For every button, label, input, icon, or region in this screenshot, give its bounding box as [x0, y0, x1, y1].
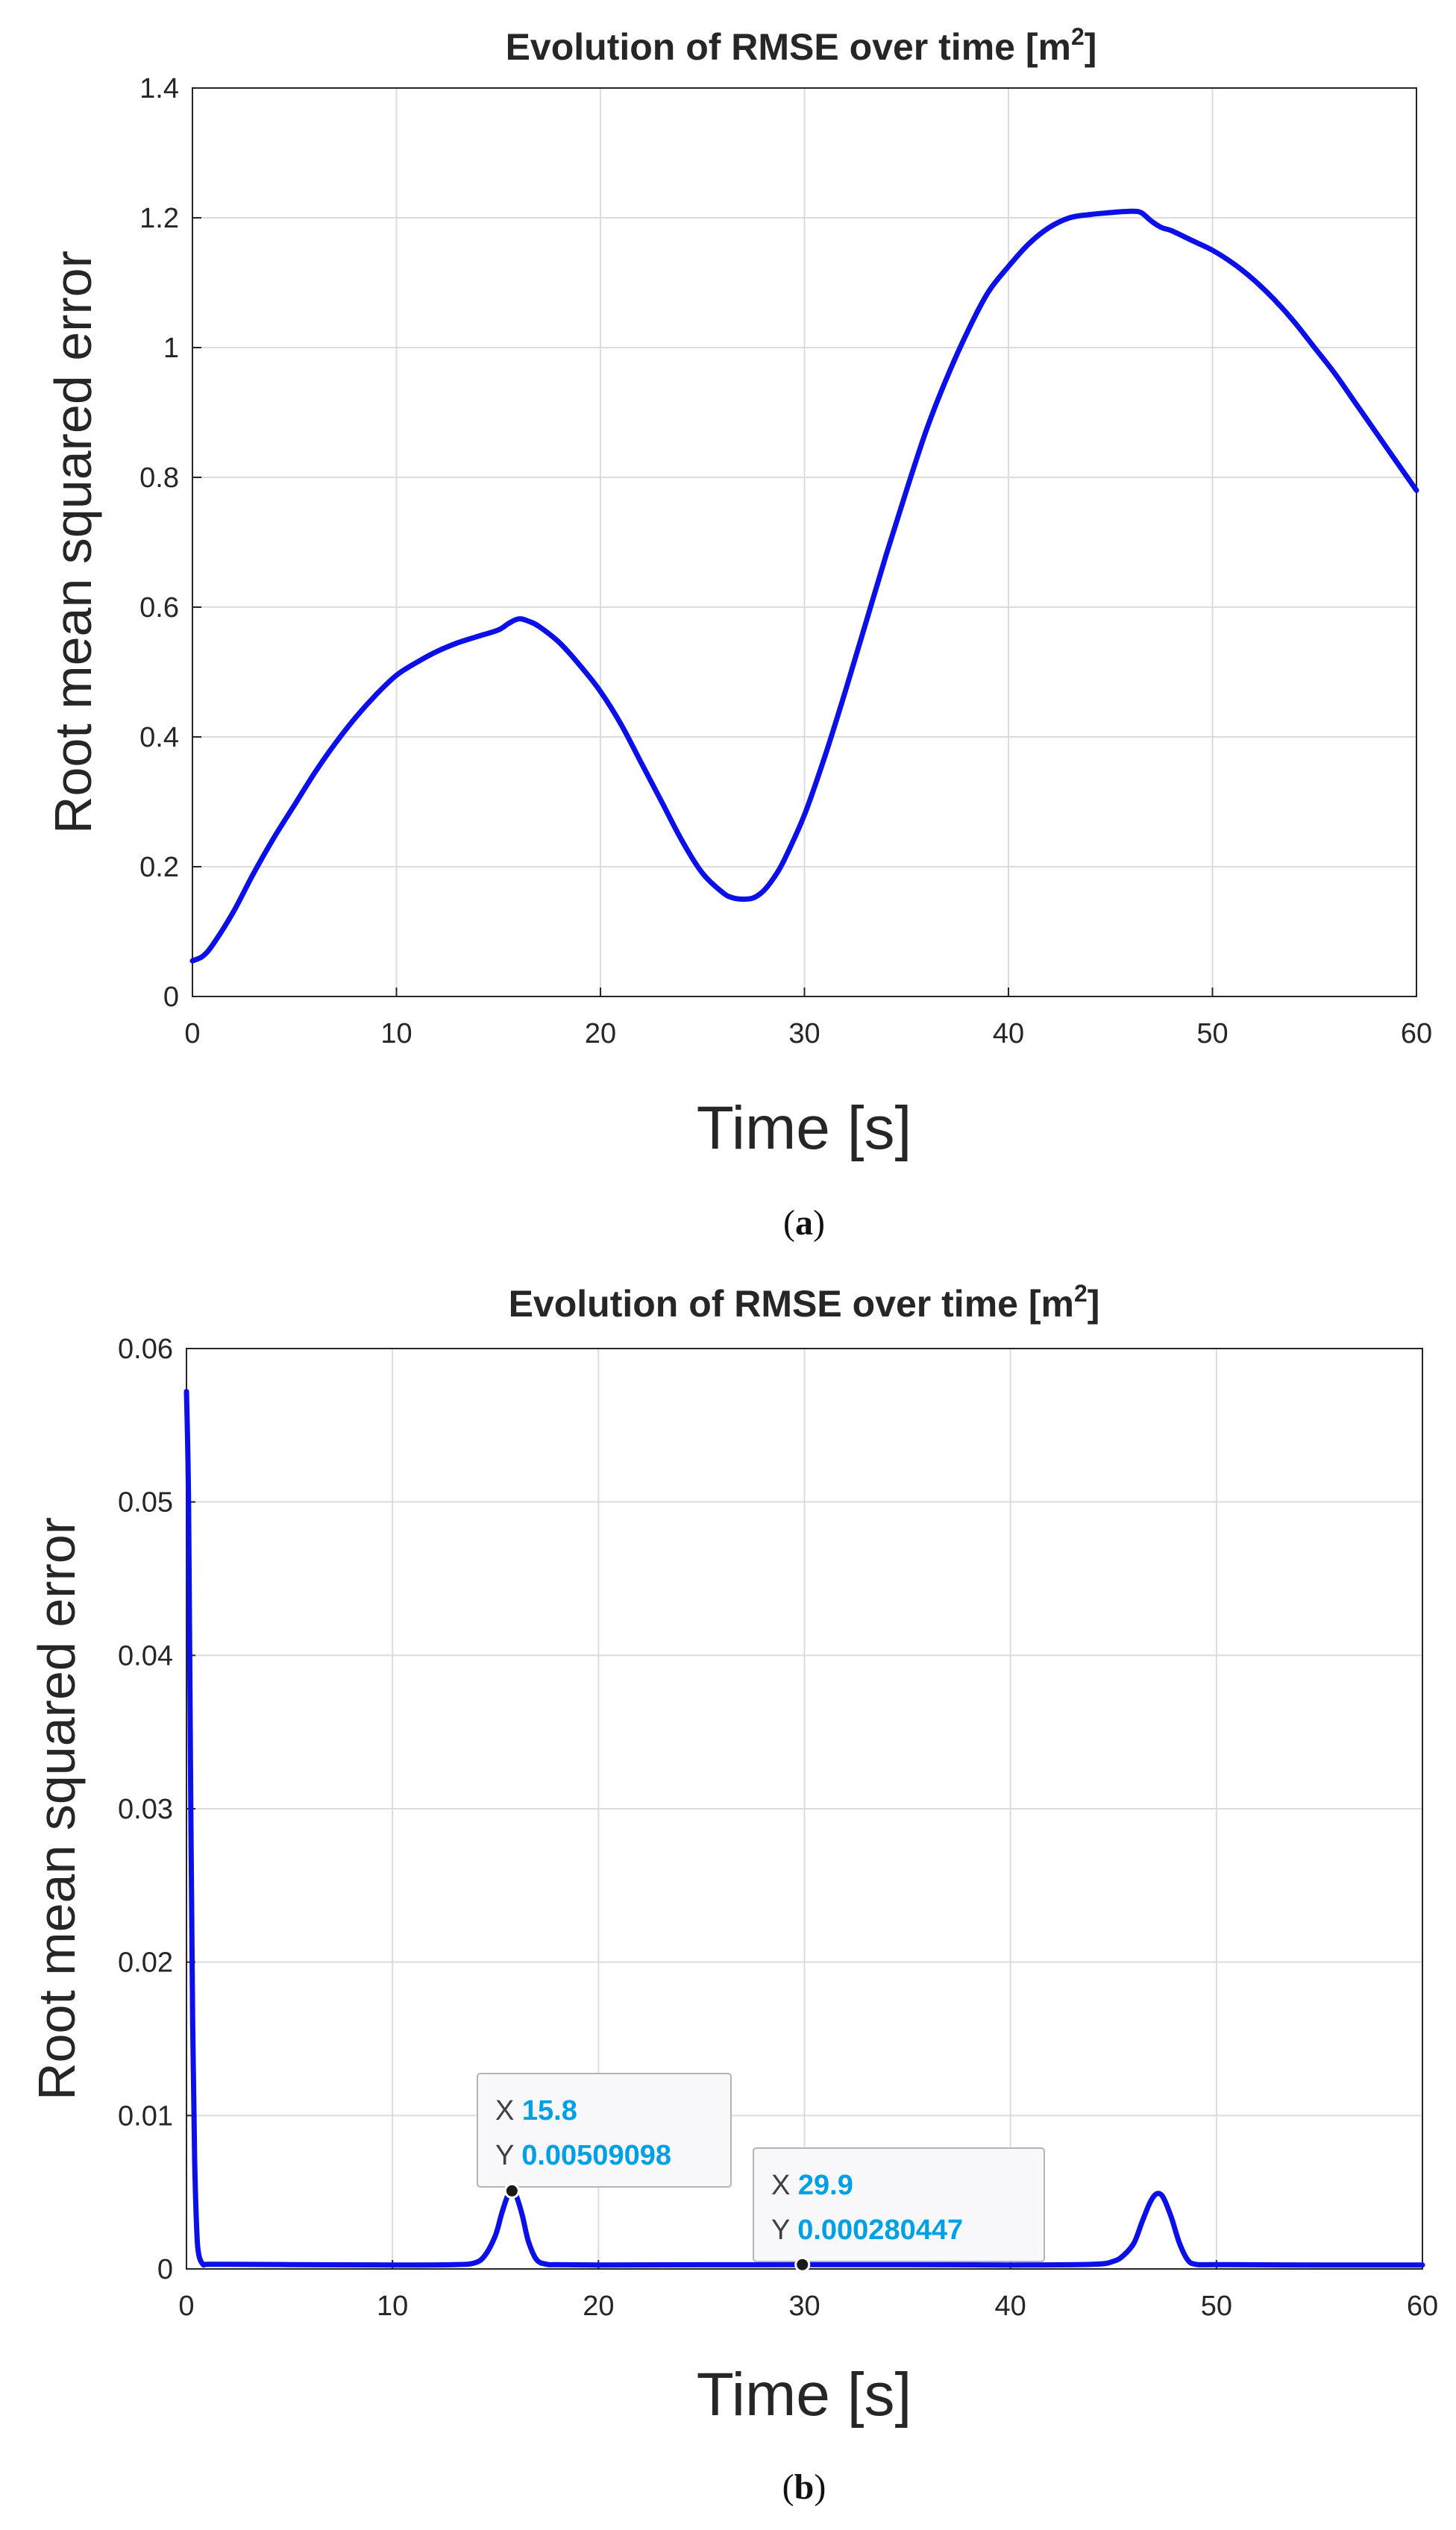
data-tip-x-key: X [495, 2095, 522, 2126]
data-tip-y-key: Y [495, 2140, 521, 2171]
x-tick-label: 50 [1201, 2291, 1232, 2322]
x-tick-label: 10 [380, 1018, 412, 1049]
x-tick-label: 30 [788, 2291, 820, 2322]
data-tip-box [753, 2147, 1045, 2262]
data-tip-x-value: 15.8 [522, 2095, 577, 2126]
chart-title: Evolution of RMSE over time [m2] [509, 1280, 1100, 1325]
grid-lines [192, 87, 1417, 997]
data-tip[interactable]: X 29.9Y 0.000280447 [753, 2147, 1045, 2273]
data-tip[interactable]: X 15.8Y 0.00509098 [477, 2073, 732, 2199]
rmse-line [189, 208, 1419, 964]
x-tick-label: 30 [788, 1018, 820, 1049]
y-tick-label: 0 [163, 982, 179, 1013]
x-tick-label: 20 [585, 1018, 616, 1049]
x-tick-label: 0 [184, 1018, 200, 1049]
data-tip-x-value: 29.9 [798, 2170, 853, 2201]
rmse-line [183, 1389, 1425, 2268]
data-tip-y: Y 0.00509098 [495, 2140, 671, 2171]
panel-caption: (a) [783, 1203, 825, 1243]
panel-caption: (b) [782, 2467, 826, 2507]
grid-lines [186, 1348, 1423, 2270]
panel-a: Evolution of RMSE over time [m2] 0 0.2 0.4… [44, 23, 1432, 1243]
y-tick-label: 0.06 [118, 1334, 173, 1365]
y-tick-label: 0.6 [139, 592, 179, 624]
y-tick-label: 0 [157, 2254, 173, 2285]
y-tick-labels: 0 0.2 0.4 0.6 0.8 1 1.2 1.4 [139, 73, 179, 1013]
y-tick-label: 0.02 [118, 1947, 173, 1979]
y-tick-label: 1.2 [139, 203, 179, 234]
data-tip-y-key: Y [771, 2214, 797, 2246]
data-tip-x-key: X [771, 2170, 798, 2201]
plot-frame [192, 87, 1417, 997]
data-tip-y: Y 0.000280447 [771, 2214, 963, 2246]
data-tip-y-value: 0.000280447 [797, 2214, 963, 2246]
data-tip-box [477, 2073, 732, 2188]
y-tick-label: 0.03 [118, 1794, 173, 1825]
y-tick-labels: 0 0.01 0.02 0.03 0.04 0.05 0.06 [118, 1334, 173, 2285]
y-tick-label: 0.01 [118, 2100, 173, 2132]
x-tick-label: 40 [993, 1018, 1024, 1049]
x-tick-labels: 0 10 20 30 40 50 60 [184, 1018, 1432, 1049]
y-tick-label: 0.04 [118, 1640, 173, 1672]
data-tip-marker[interactable] [503, 2182, 520, 2199]
x-tick-label: 50 [1196, 1018, 1228, 1049]
x-tick-label: 60 [1407, 2291, 1438, 2322]
y-axis-label: Root mean squared error [28, 1517, 86, 2100]
x-tick-label: 10 [377, 2291, 408, 2322]
x-axis-label: Time [s] [697, 1094, 912, 1162]
y-tick-label: 1 [163, 333, 179, 364]
chart-title: Evolution of RMSE over time [m2] [506, 23, 1097, 68]
y-tick-label: 0.8 [139, 462, 179, 494]
x-tick-label: 40 [995, 2291, 1026, 2322]
y-tick-label: 0.2 [139, 852, 179, 883]
x-tick-label: 20 [583, 2291, 614, 2322]
y-tick-label: 0.05 [118, 1487, 173, 1519]
data-tip-x: X 29.9 [771, 2170, 853, 2201]
data-tip-x: X 15.8 [495, 2095, 577, 2126]
y-axis-label: Root mean squared error [44, 251, 102, 834]
panel-b: Evolution of RMSE over time [m2] 0 0.01 0.… [28, 1280, 1438, 2507]
x-tick-label: 0 [178, 2291, 194, 2322]
x-tick-label: 60 [1401, 1018, 1432, 1049]
x-tick-labels: 0 10 20 30 40 50 60 [178, 2291, 1438, 2322]
y-tick-label: 0.4 [139, 722, 179, 753]
data-tip-y-value: 0.00509098 [521, 2140, 671, 2171]
data-tip-marker[interactable] [794, 2256, 811, 2273]
x-axis-label: Time [s] [697, 2361, 912, 2429]
y-tick-label: 1.4 [139, 73, 179, 104]
